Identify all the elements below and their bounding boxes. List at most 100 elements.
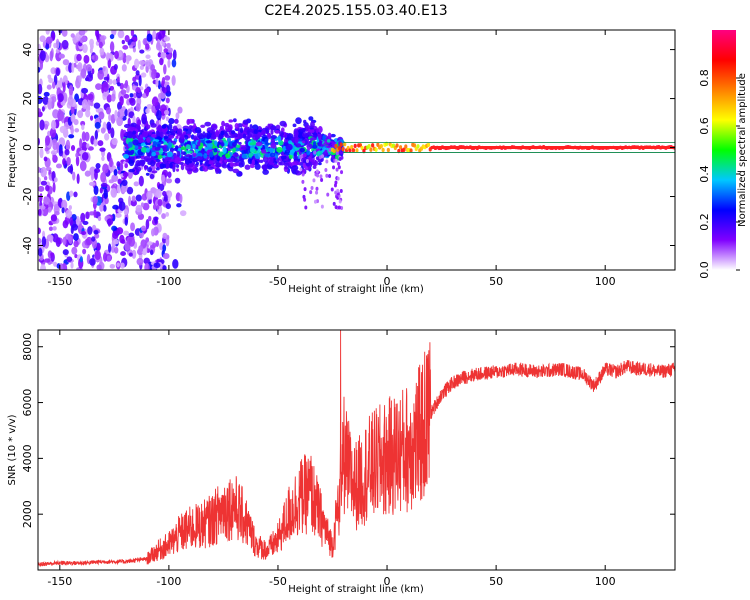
spectrogram-cell — [206, 142, 213, 148]
spectrogram-cell — [179, 210, 187, 217]
spectrogram-cell — [138, 60, 146, 66]
spectrogram-cell — [123, 230, 130, 236]
spectrogram-cell — [249, 142, 257, 146]
spectrogram-cell — [238, 171, 243, 177]
spectrogram-cell — [226, 136, 231, 143]
spectrogram-cell — [139, 65, 144, 71]
spectrogram-cell — [232, 118, 237, 123]
spectrogram-cell — [276, 146, 283, 153]
spectrogram-cell — [171, 75, 176, 86]
spectrogram-cell — [261, 129, 266, 135]
spectrogram-cell — [172, 125, 178, 132]
spectrogram-cell — [163, 135, 169, 139]
spectrogram-cell — [50, 214, 58, 222]
spectrogram-cell — [149, 173, 155, 179]
spectrogram-cell — [100, 127, 106, 134]
spectrogram-cell — [268, 147, 275, 153]
spectrogram-cell — [145, 172, 150, 176]
spectrogram-cell — [293, 151, 298, 157]
spectrogram-cell — [192, 135, 198, 141]
spectrogram-cell — [80, 231, 87, 236]
spectrogram-cell — [316, 173, 320, 178]
spectrogram-cell — [285, 143, 293, 151]
spectrogram-cell — [321, 154, 325, 159]
spectrogram-cell — [150, 228, 155, 237]
spectrogram-cell — [152, 30, 157, 40]
spectrogram-cell — [241, 153, 248, 159]
spectrogram-cell — [151, 170, 158, 174]
y-tick-label: -40 — [21, 237, 34, 255]
spectrogram-cell — [38, 237, 42, 245]
x-tick-label: 0 — [384, 575, 391, 588]
spectrogram-cell — [351, 148, 356, 153]
spectrogram-cell — [80, 212, 86, 223]
spectrogram-cell — [94, 250, 101, 261]
spectrogram-cell — [70, 33, 75, 38]
spectrogram-cell — [165, 212, 170, 217]
snr-y-label: SNR (10 * v/v) — [7, 414, 18, 485]
spectrogram-cell — [93, 185, 99, 196]
spectrogram-cell — [80, 69, 85, 78]
spectrogram-cell — [126, 55, 130, 65]
spectrogram-cell — [426, 142, 431, 148]
spectrogram-cell — [209, 151, 214, 158]
spectrogram-cell — [137, 119, 142, 126]
spectrogram-cell — [87, 226, 93, 235]
spectrogram-cell — [313, 199, 317, 204]
spectrogram-cell — [261, 149, 267, 154]
spectrogram-cell — [70, 145, 76, 152]
spectrogram-cell — [114, 109, 118, 121]
spectrogram-cell — [338, 199, 342, 204]
spectrogram-cell — [324, 168, 328, 173]
spectrogram-cell — [74, 254, 78, 259]
spectrogram-cell — [120, 251, 126, 257]
spectrogram-cell — [133, 171, 139, 176]
spectrogram-cell — [97, 69, 105, 80]
spectrogram-cell — [334, 143, 338, 149]
spectrogram-cell — [53, 177, 58, 183]
spectrogram-cell — [106, 218, 114, 226]
spectrogram-cell — [203, 152, 208, 159]
y-tick-label: 4000 — [21, 444, 34, 472]
spectrogram-cell — [146, 190, 153, 200]
spectrogram-cell — [99, 147, 106, 152]
spectrogram-cell — [145, 218, 150, 230]
spectrogram-cell — [166, 151, 173, 158]
spectrogram-cell — [137, 137, 144, 143]
spectrogram-cell — [148, 215, 152, 222]
spectrogram-cell — [264, 153, 270, 158]
spectrogram-cell — [103, 76, 110, 81]
spectrogram-cell — [161, 124, 167, 129]
spectrogram-cell — [42, 96, 50, 105]
spectrogram-cell — [98, 111, 105, 120]
spectrogram-cell — [184, 157, 191, 165]
spectrogram-cell — [386, 147, 390, 153]
spectrogram-cell — [120, 262, 125, 269]
spectrogram-cell — [116, 227, 124, 235]
spectrogram-cell — [251, 159, 255, 166]
spectrogram-cell — [242, 119, 249, 125]
spectrogram-cell — [81, 99, 89, 110]
spectrogram-cell — [211, 128, 216, 136]
spectrogram-cell — [147, 167, 153, 173]
spectrogram-cell — [65, 139, 71, 151]
spectrogram-cell — [244, 164, 251, 170]
spectrogram-cell — [41, 236, 47, 248]
spectrogram-cell — [130, 156, 135, 160]
spectrogram-cell — [211, 133, 217, 140]
spectrogram-cell — [334, 158, 338, 163]
spectrogram-cell — [156, 188, 162, 199]
spectrogram-cell — [68, 134, 75, 139]
spectrogram-cell — [68, 236, 73, 245]
spectrogram-cell — [39, 148, 44, 159]
spectrogram-cell — [182, 131, 187, 135]
spectrogram-cell — [295, 117, 302, 125]
spectrogram-cell — [62, 220, 69, 229]
spectrogram-cell — [88, 72, 93, 78]
spectrogram-cell — [113, 169, 118, 176]
spectrogram-cell — [75, 215, 80, 227]
spectrogram-cell — [64, 149, 70, 156]
spectrogram-cell — [68, 85, 74, 96]
spectrogram-cell — [311, 159, 315, 164]
spectrogram-cell — [68, 205, 73, 211]
